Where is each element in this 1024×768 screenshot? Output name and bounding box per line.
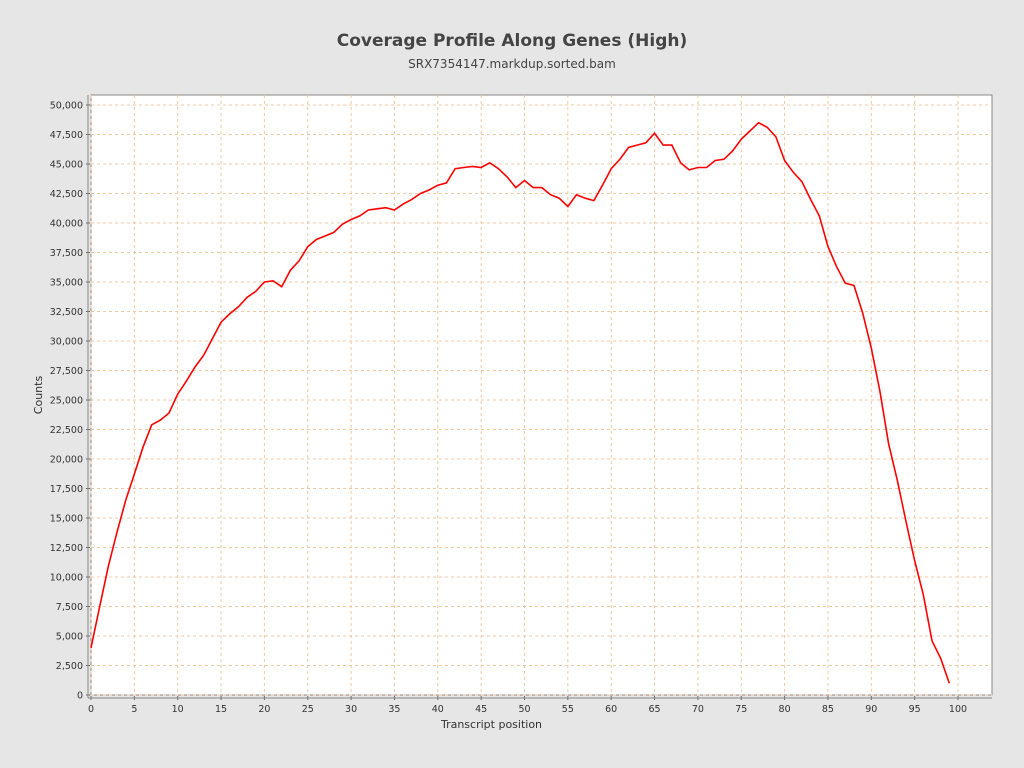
x-tick-label: 50 <box>518 704 530 715</box>
x-tick-label: 75 <box>735 704 747 715</box>
x-tick-label: 80 <box>779 704 791 715</box>
x-tick-label: 90 <box>865 704 877 715</box>
y-tick-label: 45,000 <box>50 160 83 171</box>
x-tick-label: 35 <box>388 704 400 715</box>
y-tick-label: 47,500 <box>50 130 83 141</box>
chart-title: Coverage Profile Along Genes (High) <box>336 31 688 51</box>
y-axis-label: Counts <box>32 376 45 415</box>
y-tick-label: 22,500 <box>50 425 83 436</box>
y-tick-label: 17,500 <box>50 484 83 495</box>
y-tick-label: 37,500 <box>50 248 83 259</box>
x-tick-label: 70 <box>692 704 704 715</box>
chart-subtitle: SRX7354147.markdup.sorted.bam <box>408 57 616 71</box>
y-tick-label: 35,000 <box>50 278 83 289</box>
plot-area <box>90 94 993 696</box>
x-tick-label: 40 <box>432 704 444 715</box>
y-tick-label: 12,500 <box>50 543 83 554</box>
y-tick-label: 50,000 <box>50 101 83 112</box>
y-tick-label: 15,000 <box>50 514 83 525</box>
y-tick-label: 0 <box>77 691 83 702</box>
x-tick-label: 5 <box>131 704 137 715</box>
y-tick-label: 25,000 <box>50 396 83 407</box>
y-tick-label: 40,000 <box>50 219 83 230</box>
x-tick-label: 45 <box>475 704 487 715</box>
y-tick-label: 20,000 <box>50 455 83 466</box>
x-tick-label: 25 <box>302 704 314 715</box>
y-tick-label: 32,500 <box>50 307 83 318</box>
y-tick-label: 27,500 <box>50 366 83 377</box>
x-tick-label: 30 <box>345 704 357 715</box>
x-tick-label: 20 <box>258 704 270 715</box>
x-tick-label: 10 <box>172 704 184 715</box>
x-tick-label: 0 <box>88 704 94 715</box>
y-tick-label: 30,000 <box>50 337 83 348</box>
x-axis-label: Transcript position <box>440 718 542 731</box>
y-tick-label: 42,500 <box>50 189 83 200</box>
coverage-line <box>90 121 951 684</box>
y-tick-label: 10,000 <box>50 573 83 584</box>
x-tick-label: 85 <box>822 704 834 715</box>
x-tick-label: 100 <box>949 704 967 715</box>
x-tick-label: 55 <box>562 704 574 715</box>
y-tick-label: 2,500 <box>56 661 83 672</box>
x-tick-label: 15 <box>215 704 227 715</box>
x-tick-label: 65 <box>649 704 661 715</box>
x-tick-label: 60 <box>605 704 617 715</box>
y-tick-label: 5,000 <box>56 632 83 643</box>
y-tick-label: 7,500 <box>56 602 83 613</box>
x-tick-label: 95 <box>909 704 921 715</box>
